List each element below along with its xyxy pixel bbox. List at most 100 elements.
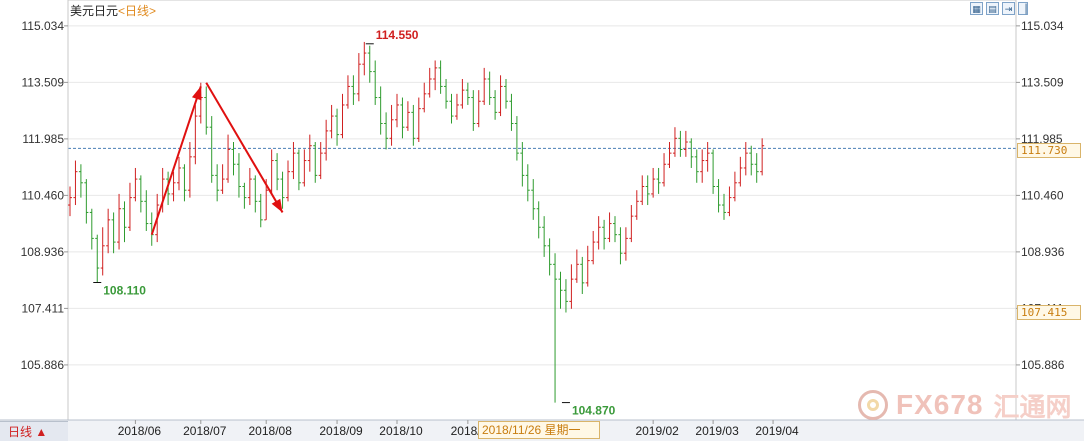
ohlc-bar <box>689 138 694 168</box>
ohlc-bar <box>400 97 405 139</box>
ohlc-bar <box>144 190 149 231</box>
ohlc-bar <box>95 234 100 283</box>
cursor-date-label: 2018/11/26 星期一 <box>478 421 600 439</box>
y-tick-label-left: 107.411 <box>22 301 65 315</box>
ohlc-bar <box>318 142 323 180</box>
ohlc-bar <box>569 264 574 309</box>
ohlc-bar <box>389 104 394 146</box>
ohlc-bar <box>73 160 78 206</box>
ohlc-bar <box>634 190 639 220</box>
ohlc-bar <box>269 149 274 194</box>
x-tick-label: 2018/08 <box>249 424 293 438</box>
ohlc-bar <box>351 75 356 105</box>
symbol-title: 美元日元 <box>70 4 119 18</box>
ohlc-bar <box>395 93 399 128</box>
ohlc-bar <box>444 79 449 109</box>
ohlc-bar <box>487 71 492 105</box>
fx678-logo-icon <box>858 390 888 420</box>
annotations: 108.110 114.550 104.870 <box>93 28 616 418</box>
ohlc-bar <box>204 86 209 135</box>
ohlc-bar <box>618 227 623 265</box>
ohlc-bar <box>177 156 181 191</box>
extreme-label: 114.550 <box>376 28 419 42</box>
ohlc-bar <box>694 149 699 183</box>
low-price-tag: 107.415 <box>1017 305 1081 320</box>
ohlc-bar <box>656 167 661 194</box>
ohlc-bar <box>68 186 72 217</box>
watermark: FX678 汇通网 <box>858 388 1072 422</box>
y-tick-label-left: 105.886 <box>21 358 65 372</box>
fullscreen-icon[interactable]: ▕ <box>1018 2 1028 15</box>
ohlc-bar <box>471 90 476 131</box>
ohlc-bar <box>613 216 617 243</box>
ohlc-bar <box>558 271 563 309</box>
ohlc-bar <box>678 130 683 157</box>
ohlc-bar <box>700 149 705 183</box>
ohlc-bar <box>498 75 503 117</box>
chart-icon[interactable]: ▤ <box>986 2 999 15</box>
plot-frame <box>67 0 1017 421</box>
ohlc-bar <box>362 41 367 76</box>
ohlc-bar <box>504 79 508 109</box>
ohlc-bar <box>89 208 94 250</box>
ohlc-bar <box>236 153 241 198</box>
ohlc-bar <box>683 130 688 157</box>
ohlc-bar <box>672 127 677 157</box>
ohlc-bar <box>727 186 732 217</box>
ohlc-bar <box>138 175 143 213</box>
ohlc-bar <box>760 138 765 176</box>
ohlc-bar <box>509 93 514 131</box>
export-icon[interactable]: ⇥ <box>1002 2 1015 15</box>
ohlc-bar <box>749 145 754 176</box>
ohlc-bars <box>68 41 765 403</box>
ohlc-bar <box>307 134 312 172</box>
ohlc-bar <box>732 171 737 202</box>
ohlc-bar <box>536 201 541 239</box>
ohlc-bar <box>171 171 176 202</box>
ohlc-bar <box>711 149 716 194</box>
ohlc-bar <box>106 208 111 254</box>
ohlc-bar <box>127 182 132 231</box>
ohlc-bar <box>542 216 547 257</box>
ohlc-bar <box>602 219 607 250</box>
ohlc-bar <box>520 142 525 187</box>
ohlc-bar <box>651 167 656 198</box>
x-tick-label: 2019/04 <box>755 424 799 438</box>
ohlc-bar <box>253 175 258 213</box>
ohlc-bar <box>280 171 285 209</box>
grid-icon[interactable]: ▦ <box>970 2 983 15</box>
ohlc-bar <box>313 142 318 183</box>
extreme-label: 104.870 <box>572 404 616 418</box>
ohlc-bar <box>100 227 105 276</box>
watermark-cn: 汇通网 <box>993 391 1072 422</box>
y-tick-label-right: 110.460 <box>1021 188 1064 202</box>
ohlc-bar <box>531 179 536 220</box>
ohlc-bar <box>242 182 247 209</box>
ohlc-bar <box>596 216 601 250</box>
ohlc-bar <box>411 104 416 146</box>
ohlc-bar <box>449 93 454 124</box>
ohlc-bar <box>433 60 438 91</box>
ohlc-bar <box>645 175 650 206</box>
ohlc-bar <box>275 153 280 191</box>
ohlc-bar <box>743 142 748 176</box>
ohlc-bar <box>209 116 214 183</box>
ohlc-bar <box>182 164 187 202</box>
period-subtitle: <日线> <box>118 4 157 18</box>
ohlc-bar <box>454 93 459 120</box>
ohlc-bar <box>356 53 361 102</box>
ohlc-bar <box>553 253 558 403</box>
watermark-brand: FX678 <box>896 389 984 420</box>
ohlc-bar <box>493 90 498 120</box>
ohlc-bar <box>738 156 743 187</box>
period-selector[interactable]: 日线 ▲ <box>0 421 68 441</box>
ohlc-bar <box>460 79 465 109</box>
y-tick-label-left: 115.034 <box>22 19 65 33</box>
x-tick-label: 2018/09 <box>319 424 363 438</box>
ohlc-bar <box>247 167 252 206</box>
ohlc-bar <box>662 153 667 187</box>
ohlc-bar <box>291 142 296 180</box>
y-tick-label-left: 111.985 <box>22 132 64 146</box>
gridlines <box>68 25 1016 366</box>
